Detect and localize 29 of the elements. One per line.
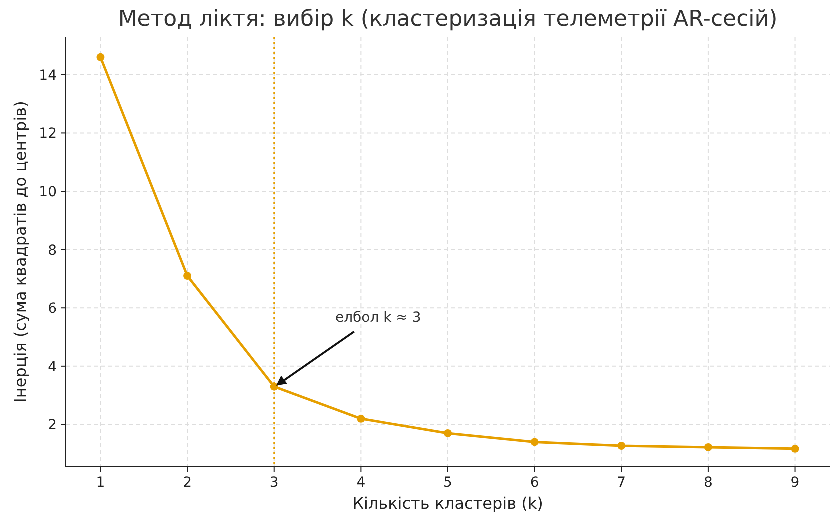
x-axis-title: Кількість кластерів (k) xyxy=(352,494,544,513)
x-tick-label: 8 xyxy=(704,475,713,491)
point xyxy=(530,438,539,446)
chart-title: Метод ліктя: вибір k (кластеризація телеметрії AR-сесій) xyxy=(118,7,778,32)
y-axis-title: Інерція (сума квадратів до центрів) xyxy=(11,101,30,403)
x-tick-label: 3 xyxy=(270,475,279,491)
y-tick-label: 2 xyxy=(48,418,57,434)
x-tick-label: 2 xyxy=(183,475,192,491)
y-tick-label: 10 xyxy=(39,184,57,201)
point xyxy=(444,429,452,438)
y-tick-label: 14 xyxy=(39,68,58,84)
x-tick-label: 6 xyxy=(530,475,540,491)
y-tick-label: 8 xyxy=(48,242,57,259)
point xyxy=(96,53,105,62)
x-tick-label: 4 xyxy=(356,475,366,491)
y-tick-label: 6 xyxy=(48,301,58,318)
point xyxy=(184,272,192,280)
point xyxy=(357,414,366,423)
point xyxy=(270,382,278,391)
x-tick-label: 9 xyxy=(790,475,800,491)
point xyxy=(618,442,626,450)
y-tick-label: 12 xyxy=(39,126,57,142)
y-tick-label: 4 xyxy=(48,359,58,376)
point xyxy=(791,444,800,453)
x-tick-label: 5 xyxy=(444,475,452,491)
x-tick-label: 7 xyxy=(617,475,626,491)
annotation: елбол k ≈ 3 xyxy=(335,310,422,326)
x-tick-label: 1 xyxy=(96,475,106,491)
point xyxy=(704,443,712,452)
